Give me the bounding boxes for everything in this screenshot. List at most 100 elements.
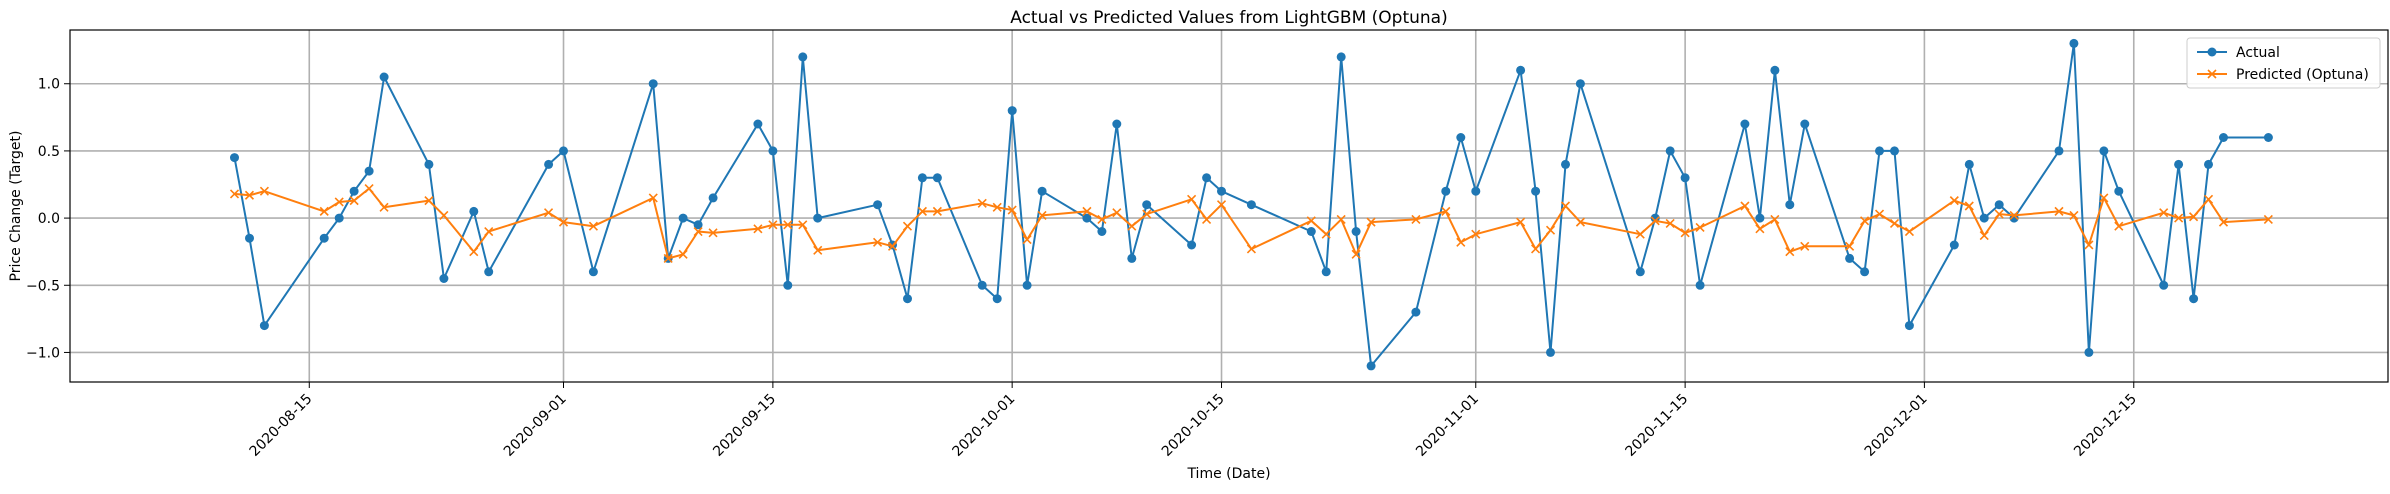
data-point-predicted [1306, 216, 1316, 226]
data-point-actual [1022, 280, 1032, 290]
data-point-predicted [917, 206, 927, 216]
data-point-predicted [2084, 240, 2094, 250]
data-point-predicted [244, 190, 255, 200]
data-point-predicted [798, 220, 808, 230]
data-point-actual [678, 213, 688, 223]
data-point-actual [424, 159, 434, 169]
data-point-predicted [1336, 214, 1346, 225]
data-point-actual [1321, 267, 1331, 277]
data-point-predicted [2114, 221, 2124, 231]
data-point-predicted [1351, 249, 1361, 259]
data-point-actual [2204, 159, 2213, 169]
data-point-actual [2159, 280, 2169, 290]
data-point-predicted [1860, 216, 1870, 226]
data-point-actual [1800, 119, 1810, 129]
data-point-actual [2084, 347, 2094, 357]
data-point-actual [1860, 267, 1870, 277]
data-point-actual [1127, 253, 1137, 263]
data-point-predicted [1770, 214, 1780, 225]
data-point-actual [1336, 52, 1346, 62]
data-point-predicted [2069, 210, 2079, 220]
y-tick-label: 0.0 [38, 211, 60, 227]
data-point-actual [783, 280, 793, 290]
data-point-predicted [1097, 214, 1107, 225]
data-point-actual [977, 280, 987, 290]
legend: Actual Predicted (Optuna) [2186, 37, 2381, 89]
data-point-actual [2099, 146, 2109, 156]
data-point-actual [1471, 186, 1481, 196]
data-point-actual [1112, 119, 1122, 129]
data-point-actual [1516, 65, 1526, 75]
data-point-actual [334, 213, 344, 223]
legend-label-actual: Actual [2236, 45, 2280, 61]
data-point-actual [798, 52, 808, 62]
data-point-predicted [259, 186, 269, 196]
data-point-predicted [1022, 235, 1032, 245]
x-axis-label: Time (Date) [1186, 466, 1270, 482]
data-point-predicted [1202, 214, 1212, 225]
data-point-predicted [379, 202, 389, 212]
data-point-actual [1785, 200, 1795, 210]
data-point-actual [1665, 146, 1675, 156]
legend-label-predicted: Predicted (Optuna) [2236, 67, 2369, 83]
data-point-actual [319, 233, 329, 243]
data-point-predicted [1904, 226, 1915, 237]
data-point-actual [1037, 186, 1047, 196]
data-point-actual [1217, 186, 1226, 196]
data-point-predicted [1889, 218, 1900, 229]
data-point-actual [917, 173, 927, 183]
data-point-predicted [2218, 217, 2229, 227]
data-point-predicted [1127, 221, 1137, 231]
data-point-actual [230, 153, 239, 163]
data-point-actual [245, 233, 254, 243]
data-point-predicted [708, 228, 718, 238]
data-point-actual [469, 206, 479, 216]
data-point-actual [1949, 240, 1959, 250]
data-point-predicted [229, 189, 240, 199]
grid-layer [70, 30, 2388, 382]
data-point-actual [588, 267, 598, 277]
data-point-predicted [1366, 217, 1376, 227]
data-point-predicted [1650, 216, 1660, 226]
data-point-predicted [2054, 206, 2064, 216]
data-point-actual [1740, 119, 1750, 129]
data-point-predicted [1246, 244, 1256, 254]
plot-frame [69, 29, 2389, 383]
data-point-actual [873, 200, 883, 210]
data-point-predicted [1949, 196, 1959, 206]
data-point-predicted [439, 210, 449, 220]
y-tick-label: 0.5 [38, 144, 60, 160]
data-point-actual [1755, 213, 1765, 223]
data-point-actual [1082, 213, 1092, 223]
data-point-predicted [1800, 241, 1810, 251]
data-point-predicted [1964, 201, 1974, 211]
data-point-predicted [753, 224, 763, 234]
data-point-actual [1994, 200, 2004, 210]
data-point-predicted [648, 193, 658, 203]
data-point-predicted [2099, 193, 2109, 203]
data-point-predicted [872, 237, 883, 247]
data-point-actual [484, 267, 494, 277]
data-point-actual [439, 274, 449, 283]
chart-title: Actual vs Predicted Values from LightGBM… [1010, 8, 1448, 28]
data-point-predicted [484, 226, 494, 237]
data-point-predicted [1545, 225, 1556, 235]
data-point-predicted [2263, 214, 2273, 225]
data-point-actual [1441, 186, 1451, 196]
data-point-actual [1904, 321, 1914, 331]
data-point-predicted [424, 196, 434, 206]
data-point-actual [1456, 133, 1466, 142]
data-point-predicted [558, 217, 569, 227]
data-point-predicted [1471, 229, 1481, 239]
data-point-predicted [1441, 206, 1451, 216]
data-point-predicted [2174, 213, 2184, 223]
data-point-actual [1246, 200, 1256, 210]
data-point-predicted [1665, 218, 1675, 229]
data-point-actual [768, 146, 778, 156]
data-point-actual [1007, 106, 1017, 116]
data-point-actual [992, 294, 1002, 304]
data-point-predicted [1456, 237, 1466, 247]
data-point-predicted [319, 206, 329, 216]
data-point-actual [1366, 361, 1376, 371]
